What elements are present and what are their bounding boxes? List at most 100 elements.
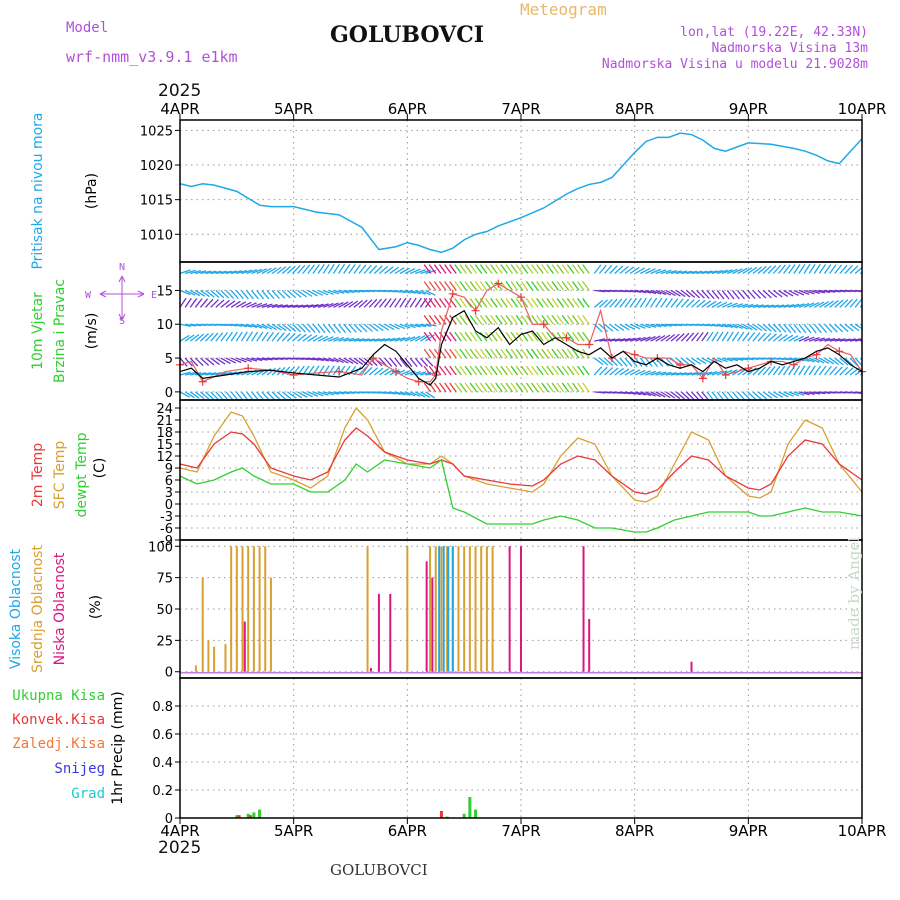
temp-unit: (C) [92, 458, 108, 479]
wind-barb [629, 391, 641, 396]
wind-barb [515, 382, 524, 393]
wind-barb [474, 281, 483, 291]
wind-barb [814, 289, 826, 294]
wind-barb [384, 266, 394, 275]
wind-barb [566, 382, 575, 393]
wind-barb [551, 314, 560, 325]
wind-barb [399, 357, 408, 368]
wind-barb [834, 299, 844, 308]
wind-barb [251, 323, 263, 329]
cloud-bar [235, 546, 238, 672]
wind-barb [577, 314, 585, 325]
wind-barb [536, 331, 544, 342]
wind-barb [495, 365, 503, 376]
wind-barb [348, 300, 359, 308]
wind-barb [333, 301, 344, 308]
wind-barb [670, 298, 679, 308]
wind-barb [536, 314, 544, 325]
wind-barb [307, 334, 318, 342]
wind-barb [742, 331, 750, 342]
wind-barb [798, 365, 806, 376]
y-tick-label: 0 [165, 386, 173, 401]
wind-barb [220, 331, 229, 342]
wind-barb [322, 263, 330, 274]
wind-barb [454, 331, 462, 342]
wind-barb [624, 298, 632, 308]
wind-barb [577, 298, 585, 308]
wind-barb [609, 357, 618, 367]
wind-barb [246, 302, 257, 308]
wind-barb [839, 323, 849, 332]
wind-barb [210, 357, 220, 366]
wind-barb [469, 298, 478, 308]
wind-barb [459, 382, 467, 393]
wind-barb [415, 269, 426, 275]
wind-barb [551, 298, 560, 308]
wind-barb [490, 298, 498, 308]
wind-barb [287, 304, 299, 308]
wind-barb [520, 365, 529, 376]
wind-barb [813, 365, 822, 376]
wind-barb [640, 323, 651, 329]
wind-barb [358, 299, 368, 308]
wind-barb [515, 331, 524, 342]
wind-barb [819, 357, 830, 364]
sfc-temp-line [179, 406, 863, 503]
wind-barb [231, 323, 243, 327]
wind-barb [469, 365, 478, 376]
wind-barb [634, 323, 646, 329]
wind-barb [604, 367, 614, 376]
wind-barb [696, 357, 707, 365]
wind-barb [604, 357, 614, 366]
wind-barb [389, 337, 401, 342]
wind-barb [200, 357, 210, 366]
wind-barb [251, 302, 263, 308]
wind-barb [655, 391, 666, 398]
wind-barb [655, 297, 663, 308]
wind-barb [619, 337, 631, 342]
wind-barb [276, 266, 287, 275]
wind-gust-marker [744, 364, 753, 373]
wind-barb [819, 289, 831, 294]
wind-barb [423, 314, 432, 325]
cloud-bar [264, 546, 267, 672]
wind-barb [629, 323, 641, 330]
wind-barb [256, 331, 264, 342]
wind-barb [721, 391, 730, 400]
wind-barb [808, 301, 820, 308]
wind-barb [433, 382, 442, 393]
wind-barb [839, 338, 851, 342]
wind-barb [706, 370, 718, 376]
wind-barb [731, 391, 741, 400]
wind-barb [236, 357, 247, 363]
wind-barb [629, 357, 638, 367]
y-tick-label: 18 [156, 426, 173, 441]
wind-barb [614, 338, 626, 342]
wind-barb [180, 391, 190, 398]
wind-barb [200, 372, 212, 376]
wind-barb [328, 302, 339, 308]
wind-barb [546, 348, 554, 359]
wind-barb [582, 331, 590, 342]
wind-barb [220, 289, 230, 299]
wind-barb [428, 365, 437, 376]
wind-barb [312, 335, 323, 342]
precip-bar [474, 809, 478, 818]
wind-barb [323, 357, 334, 363]
wind-barb [561, 281, 570, 291]
wind-barb [721, 269, 733, 275]
wind-barb [281, 391, 292, 400]
wind-barb [292, 289, 302, 298]
wind-barb [459, 314, 467, 325]
lonlat-label: lon,lat (19.22E, 42.33N) [680, 25, 868, 40]
model-label: Model [66, 20, 109, 36]
cloud-bar [442, 546, 445, 672]
wind-barb [582, 281, 590, 291]
wind-barb [236, 323, 248, 328]
wind-barb [317, 335, 329, 342]
wind-barb [783, 323, 792, 333]
wind-barb [459, 264, 467, 274]
wind-barb [546, 382, 554, 393]
wind-barb [286, 289, 297, 299]
wind-barb [464, 382, 473, 393]
